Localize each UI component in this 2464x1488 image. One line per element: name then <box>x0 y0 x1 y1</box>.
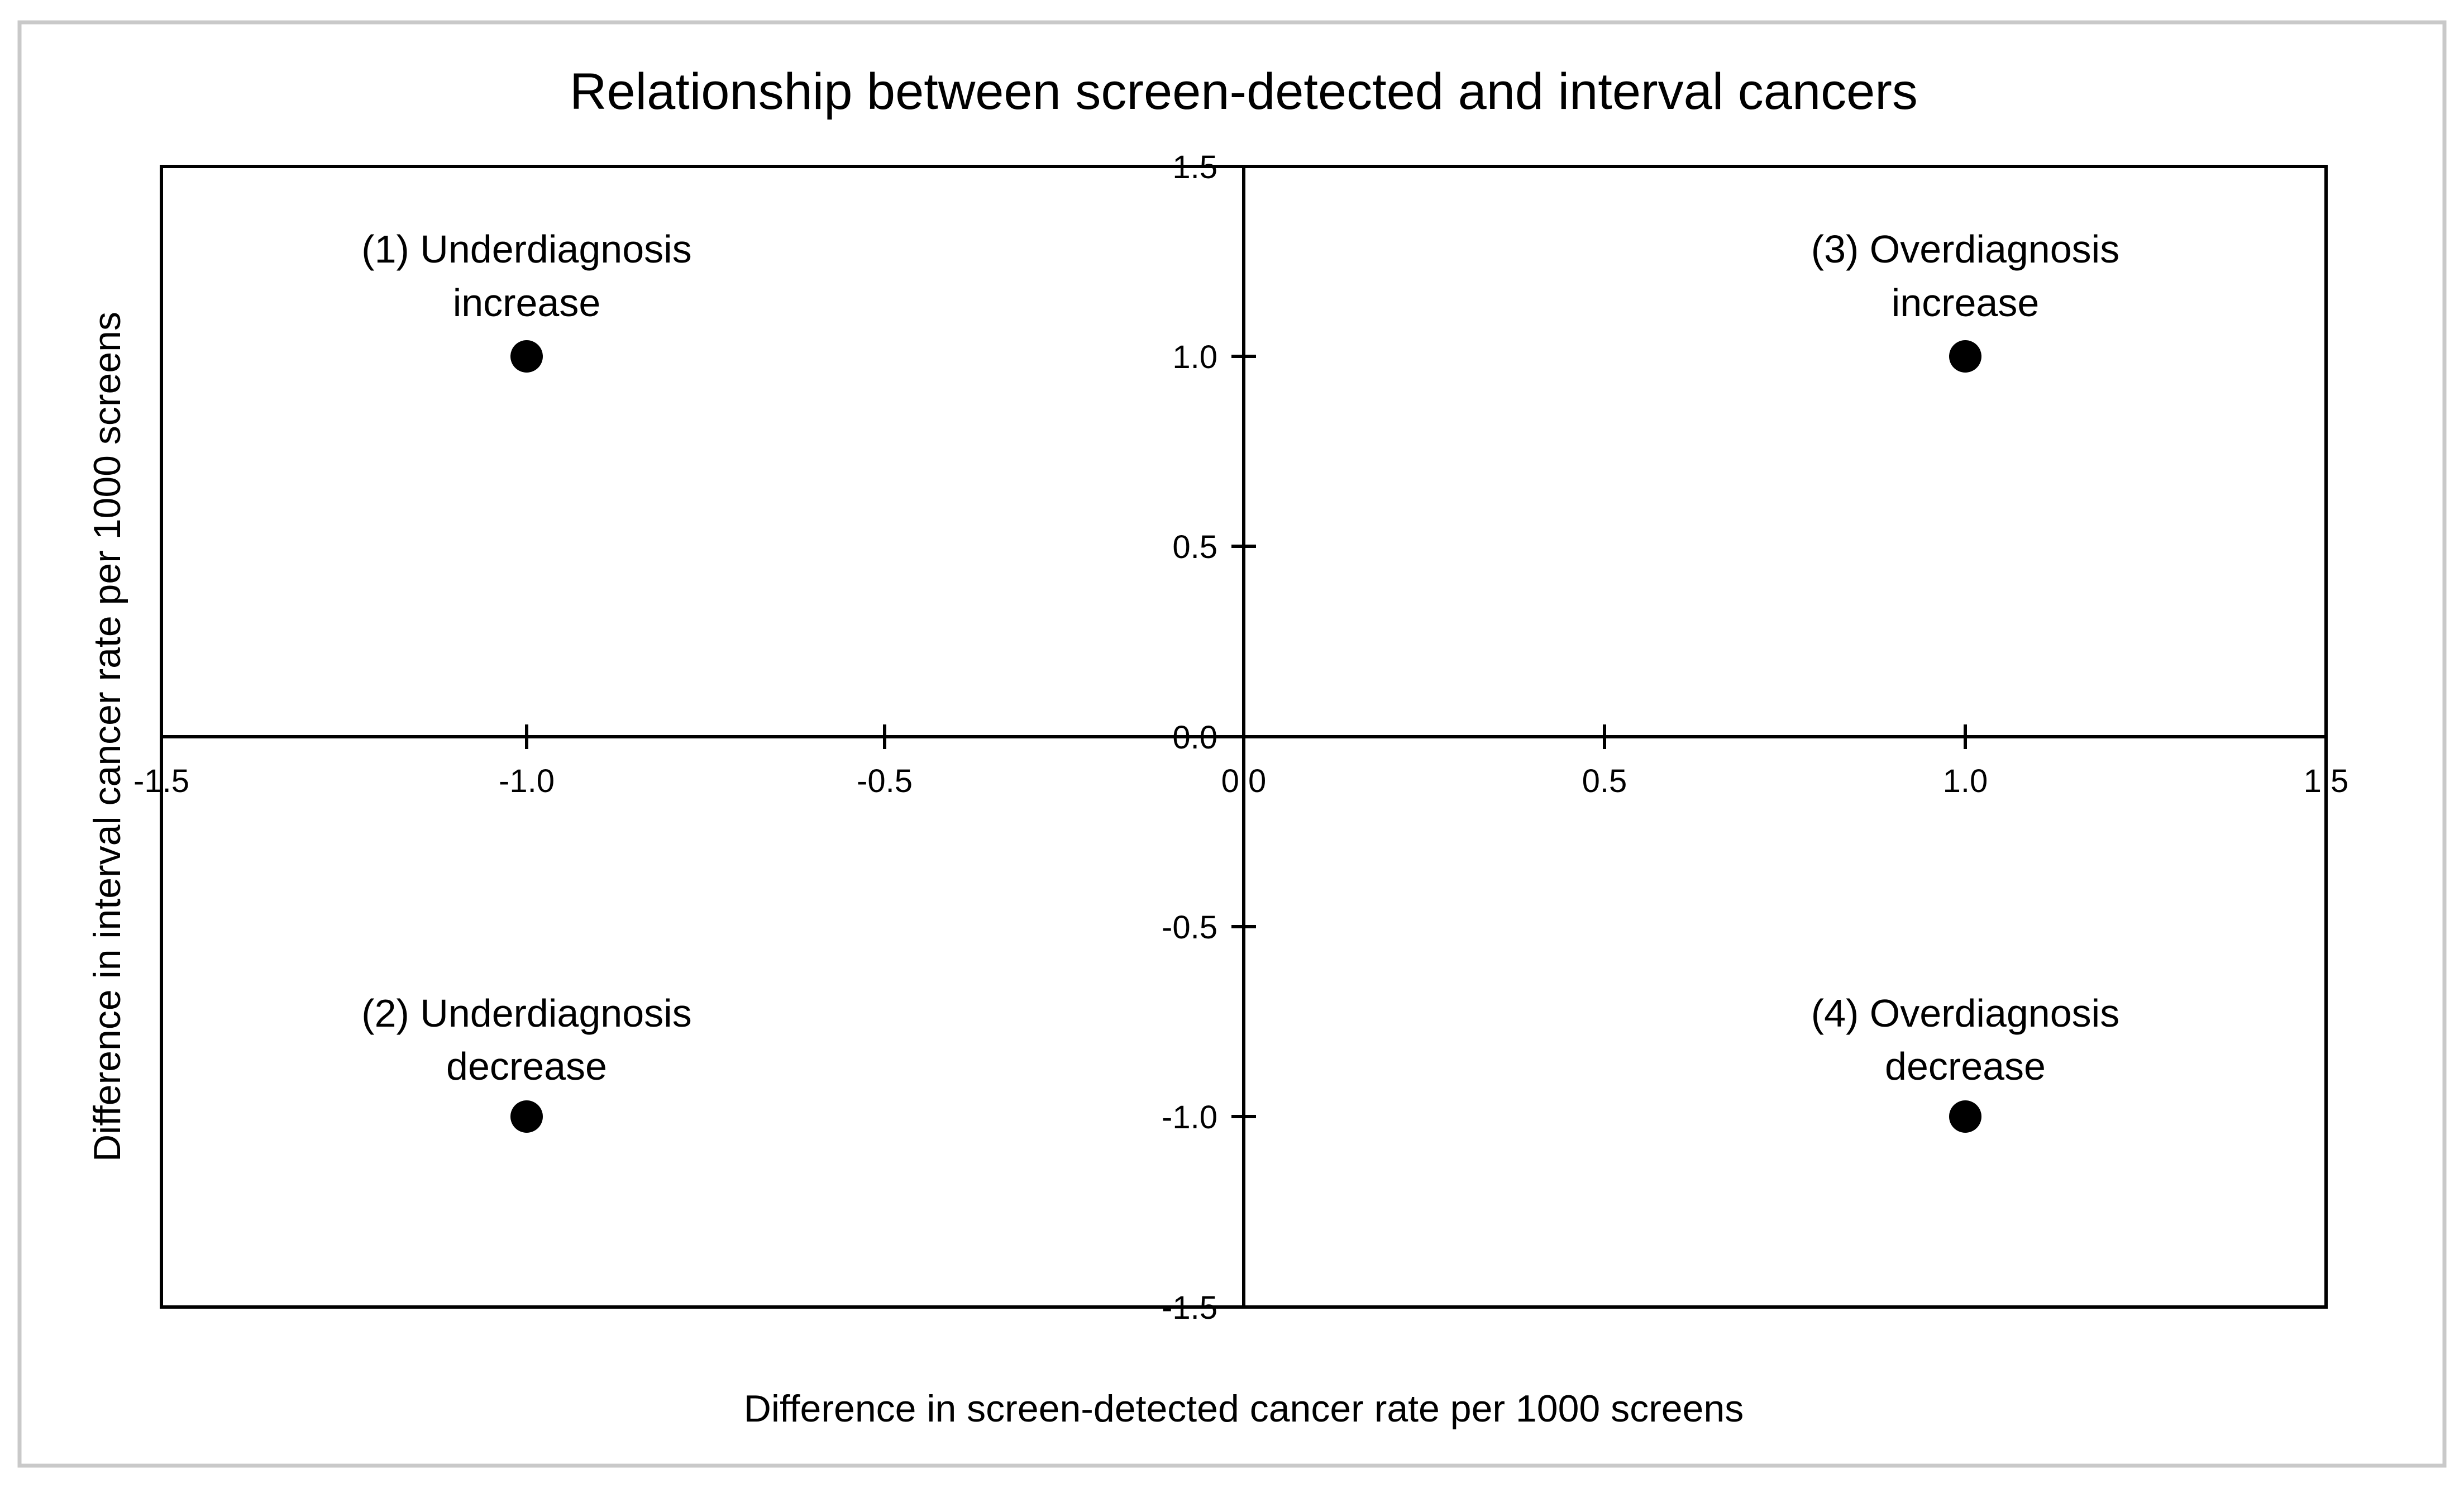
y-tick-label-neg-0-5: -0.5 <box>1162 909 1217 946</box>
x-axis-title: Difference in screen-detected cancer rat… <box>744 1387 1744 1430</box>
quadrant-3-group: (3) Overdiagnosis increase <box>1811 227 2119 373</box>
x-tick-label-neg-0-5: -0.5 <box>857 763 913 799</box>
quadrant-4-group: (4) Overdiagnosis decrease <box>1811 991 2119 1133</box>
x-tick-label-0-5: 0.5 <box>1582 763 1627 799</box>
y-tick-label-0-5: 0.5 <box>1172 529 1217 565</box>
data-point-q2 <box>510 1100 543 1133</box>
y-tick-label-0-0: 0.0 <box>1172 719 1217 756</box>
data-point-q4 <box>1949 1100 1981 1133</box>
x-tick-label-neg-1-0: -1.0 <box>499 763 555 799</box>
data-point-q1 <box>510 340 543 373</box>
quadrant-1-group: (1) Underdiagnosis increase <box>361 227 692 373</box>
quadrant-3-label-line-1: (3) Overdiagnosis <box>1811 227 2119 271</box>
quadrant-3-label-line-2: increase <box>1892 281 2040 325</box>
x-tick-label-neg-1-5: -1.5 <box>133 763 189 799</box>
quadrant-2-label-line-1: (2) Underdiagnosis <box>361 991 691 1035</box>
quadrant-4-label-line-2: decrease <box>1885 1045 2046 1088</box>
chart-title: Relationship between screen-detected and… <box>570 63 1918 120</box>
y-tick-label-1-0: 1.0 <box>1172 339 1217 375</box>
y-axis-tick-labels: 1.5 1.0 0.5 0.0 -0.5 -1.0 -1.5 <box>1162 149 1217 1326</box>
x-tick-label-0-0: 0.0 <box>1221 763 1267 799</box>
quadrant-2-group: (2) Underdiagnosis decrease <box>361 991 692 1133</box>
y-axis-ticks <box>1231 355 1256 1118</box>
x-tick-label-1-0: 1.0 <box>1943 763 1988 799</box>
y-tick-label-neg-1-5: -1.5 <box>1162 1290 1217 1326</box>
x-axis-ticks <box>525 724 1967 749</box>
quadrant-1-label-line-2: increase <box>453 281 601 325</box>
y-tick-label-neg-1-0: -1.0 <box>1162 1099 1217 1136</box>
figure-border <box>17 20 2447 1468</box>
x-axis-tick-labels: -1.5 -1.0 -0.5 0.0 0.5 1.0 1.5 <box>133 763 2348 799</box>
data-point-q3 <box>1949 340 1981 373</box>
y-tick-label-1-5: 1.5 <box>1172 149 1217 185</box>
x-tick-label-1-5: 1.5 <box>2304 763 2349 799</box>
quadrant-1-label-line-1: (1) Underdiagnosis <box>361 227 691 271</box>
y-axis-title: Difference in interval cancer rate per 1… <box>86 312 128 1162</box>
quadrant-4-label-line-1: (4) Overdiagnosis <box>1811 991 2119 1035</box>
quadrant-2-label-line-2: decrease <box>446 1045 607 1088</box>
